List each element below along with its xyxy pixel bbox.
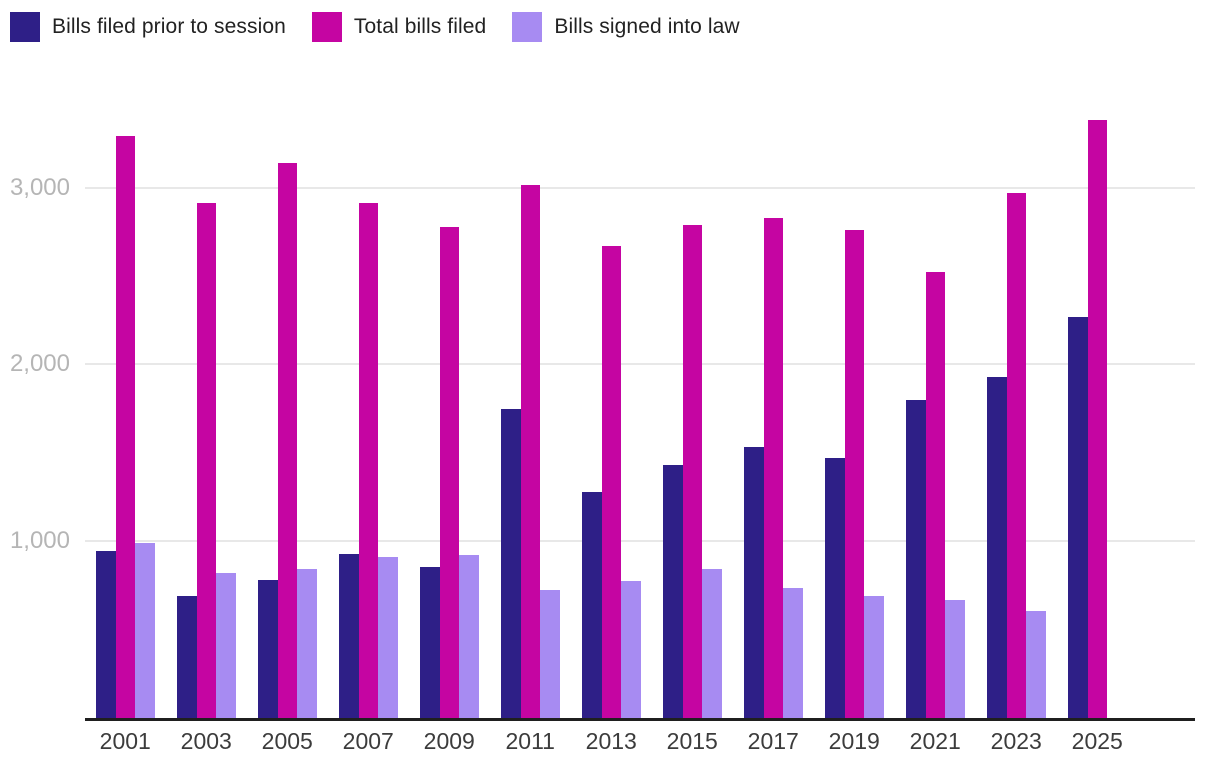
x-axis-tick-2023: 2023 [990,728,1042,754]
bar-2015-bills-signed-into-law [702,569,722,718]
x-axis-tick-2021: 2021 [909,728,961,754]
bar-2013-bills-signed-into-law [621,580,641,718]
bar-2015-total-bills-filed [682,224,702,718]
legend-item-bills-signed: Bills signed into law [512,12,740,42]
bar-2001-bills-filed-prior-to-session [96,550,116,718]
bar-2007-bills-filed-prior-to-session [339,553,359,718]
bar-2001-bills-signed-into-law [135,542,155,718]
bar-2005-total-bills-filed [277,162,297,718]
bar-2017-bills-signed-into-law [783,588,803,718]
bar-2021-bills-signed-into-law [945,599,965,718]
bar-2023-total-bills-filed [1006,192,1026,718]
y-axis-tick-3000: 3,000 [9,173,70,201]
legend-swatch-bills-signed [512,12,543,42]
x-axis-tick-2019: 2019 [828,728,880,754]
y-axis-tick-1000: 1,000 [9,527,70,555]
plot-area: 1,000 2,000 3,000 2001 2003 2005 2007 2009 2011 2… [10,80,1195,754]
bar-2003-bills-signed-into-law [216,573,236,718]
x-axis-tick-2013: 2013 [585,728,637,754]
bar-2021-total-bills-filed [925,272,945,718]
bar-2003-total-bills-filed [196,203,216,718]
gridline-1000 [85,540,1195,543]
bar-2023-bills-signed-into-law [1026,611,1046,718]
bar-2007-bills-signed-into-law [378,557,398,718]
bar-2011-bills-signed-into-law [540,589,560,718]
bar-2009-total-bills-filed [439,227,459,718]
x-axis-tick-2005: 2005 [261,728,313,754]
legend-label-bills-filed-prior: Bills filed prior to session [52,15,286,38]
x-axis-tick-2007: 2007 [342,728,394,754]
bar-2017-total-bills-filed [763,217,783,718]
bar-2013-total-bills-filed [601,245,621,718]
bar-2009-bills-filed-prior-to-session [420,566,440,718]
gridline-2000 [85,363,1195,366]
x-axis-tick-2025: 2025 [1071,728,1123,754]
x-axis-tick-2001: 2001 [99,728,151,754]
bar-2011-bills-filed-prior-to-session [501,409,521,718]
bar-2011-total-bills-filed [520,184,540,718]
bar-2025-total-bills-filed [1087,120,1107,718]
bar-2019-bills-signed-into-law [864,596,884,718]
legend-label-total-bills-filed: Total bills filed [353,15,487,38]
bar-2013-bills-filed-prior-to-session [582,491,602,718]
x-axis-tick-2009: 2009 [423,728,475,754]
bar-2025-bills-filed-prior-to-session [1068,316,1088,718]
legend-swatch-bills-filed-prior [10,12,40,42]
legend-label-bills-signed: Bills signed into law [554,15,740,38]
x-axis-tick-2015: 2015 [666,728,718,754]
chart-legend: Bills filed prior to session Total bills… [10,12,766,42]
legend-item-total-bills-filed: Total bills filed [311,12,487,42]
legend-item-bills-filed-prior: Bills filed prior to session [10,12,286,42]
bar-2005-bills-filed-prior-to-session [258,580,278,718]
bar-2023-bills-filed-prior-to-session [987,376,1007,718]
x-axis-tick-2011: 2011 [505,728,555,754]
legend-swatch-total-bills-filed [311,12,342,42]
bar-2019-bills-filed-prior-to-session [825,458,845,718]
bar-2005-bills-signed-into-law [297,568,317,718]
bar-2007-total-bills-filed [358,203,378,718]
bar-2003-bills-filed-prior-to-session [177,596,197,718]
bar-2001-total-bills-filed [115,136,135,718]
y-axis-tick-2000: 2,000 [9,350,70,378]
x-axis-tick-2017: 2017 [747,728,799,754]
gridline-3000 [85,186,1195,189]
bar-2017-bills-filed-prior-to-session [744,447,764,718]
bar-2019-total-bills-filed [844,229,864,718]
bar-2021-bills-filed-prior-to-session [906,399,926,718]
x-axis-line [85,718,1195,721]
x-axis-tick-2003: 2003 [180,728,232,754]
bar-2009-bills-signed-into-law [459,555,479,718]
bar-2015-bills-filed-prior-to-session [663,465,683,718]
